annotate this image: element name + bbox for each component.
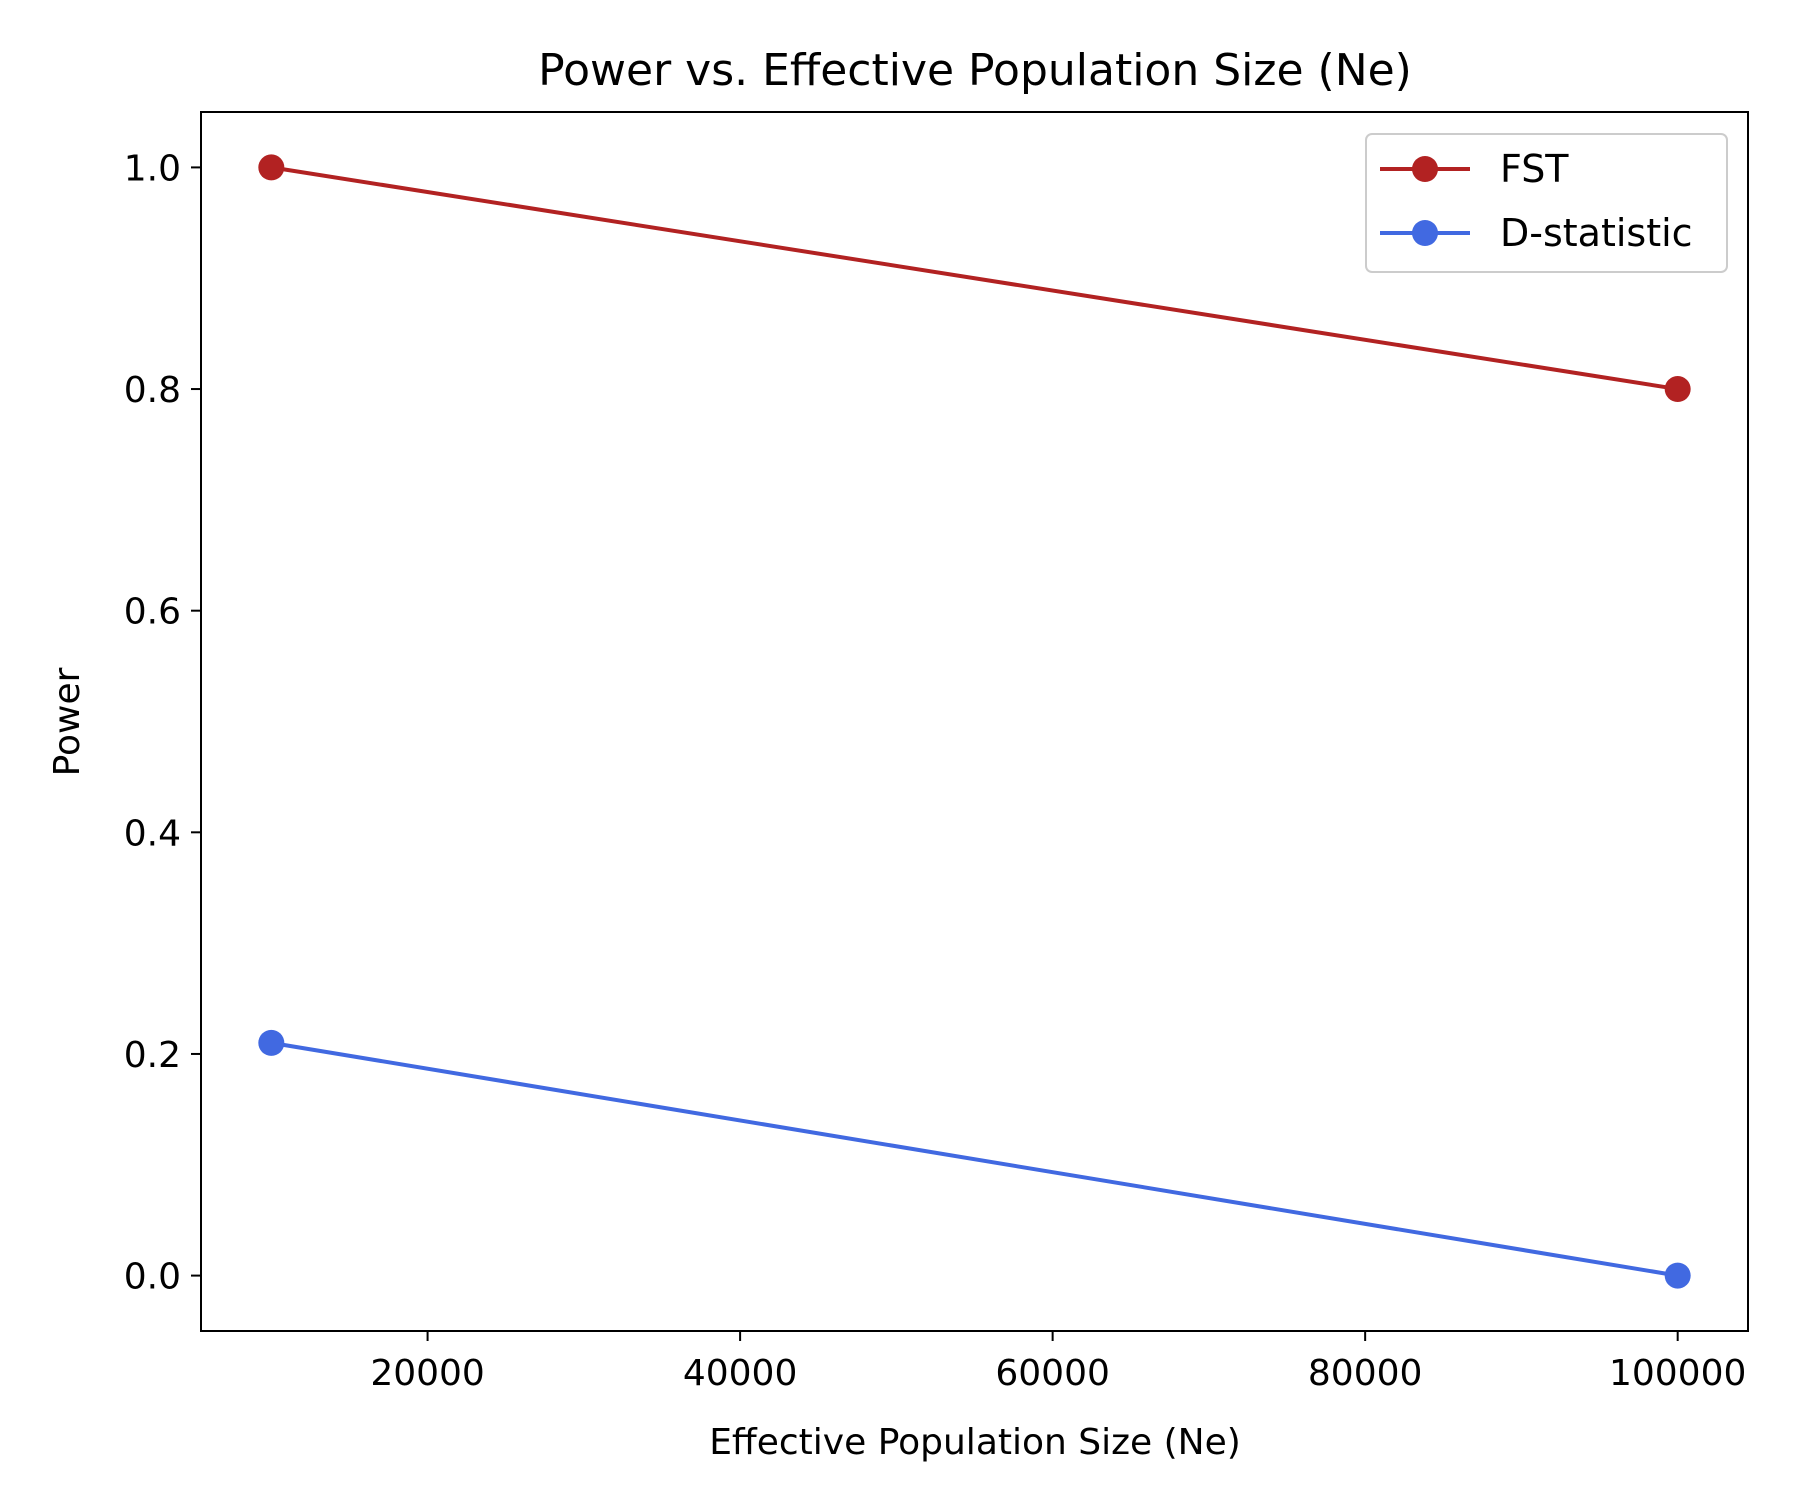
y-axis: 0.0 0.2 0.4 0.6 0.8 1.0 bbox=[124, 148, 201, 1298]
legend-label-d-statistic: D-statistic bbox=[1500, 211, 1693, 255]
x-axis-label: Effective Population Size (Ne) bbox=[709, 1422, 1241, 1463]
data-point-d-statistic bbox=[1664, 1262, 1691, 1289]
chart-title: Power vs. Effective Population Size (Ne) bbox=[538, 45, 1412, 96]
series-layer bbox=[258, 154, 1691, 1289]
legend: FST D-statistic bbox=[1365, 133, 1728, 273]
plot-frame bbox=[200, 111, 1749, 1332]
x-tick-label: 20000 bbox=[370, 1353, 485, 1394]
y-tick-label: 0.6 bbox=[124, 592, 181, 633]
data-point-fst bbox=[258, 154, 285, 181]
x-axis: 20000 40000 60000 80000 100000 bbox=[370, 1331, 1746, 1394]
legend-marker-d-statistic bbox=[1412, 220, 1438, 246]
x-tick-label: 40000 bbox=[683, 1353, 798, 1394]
plot-area bbox=[200, 111, 1749, 1332]
data-point-fst bbox=[1664, 376, 1691, 403]
legend-marker-fst bbox=[1412, 156, 1438, 182]
y-tick-label: 0.8 bbox=[124, 370, 181, 411]
y-axis-label: Power bbox=[47, 667, 88, 776]
y-tick-label: 0.4 bbox=[124, 813, 181, 854]
legend-label-fst: FST bbox=[1500, 147, 1569, 191]
x-tick-label: 100000 bbox=[1609, 1353, 1746, 1394]
x-tick-label: 80000 bbox=[1308, 1353, 1423, 1394]
series-line-fst bbox=[271, 165, 1678, 392]
x-tick-label: 60000 bbox=[995, 1353, 1110, 1394]
y-tick-label: 1.0 bbox=[124, 148, 181, 189]
y-tick-label: 0.2 bbox=[124, 1035, 181, 1076]
series-line-d-statistic bbox=[270, 1040, 1679, 1278]
y-tick-label: 0.0 bbox=[124, 1257, 181, 1298]
data-point-d-statistic bbox=[258, 1029, 285, 1056]
